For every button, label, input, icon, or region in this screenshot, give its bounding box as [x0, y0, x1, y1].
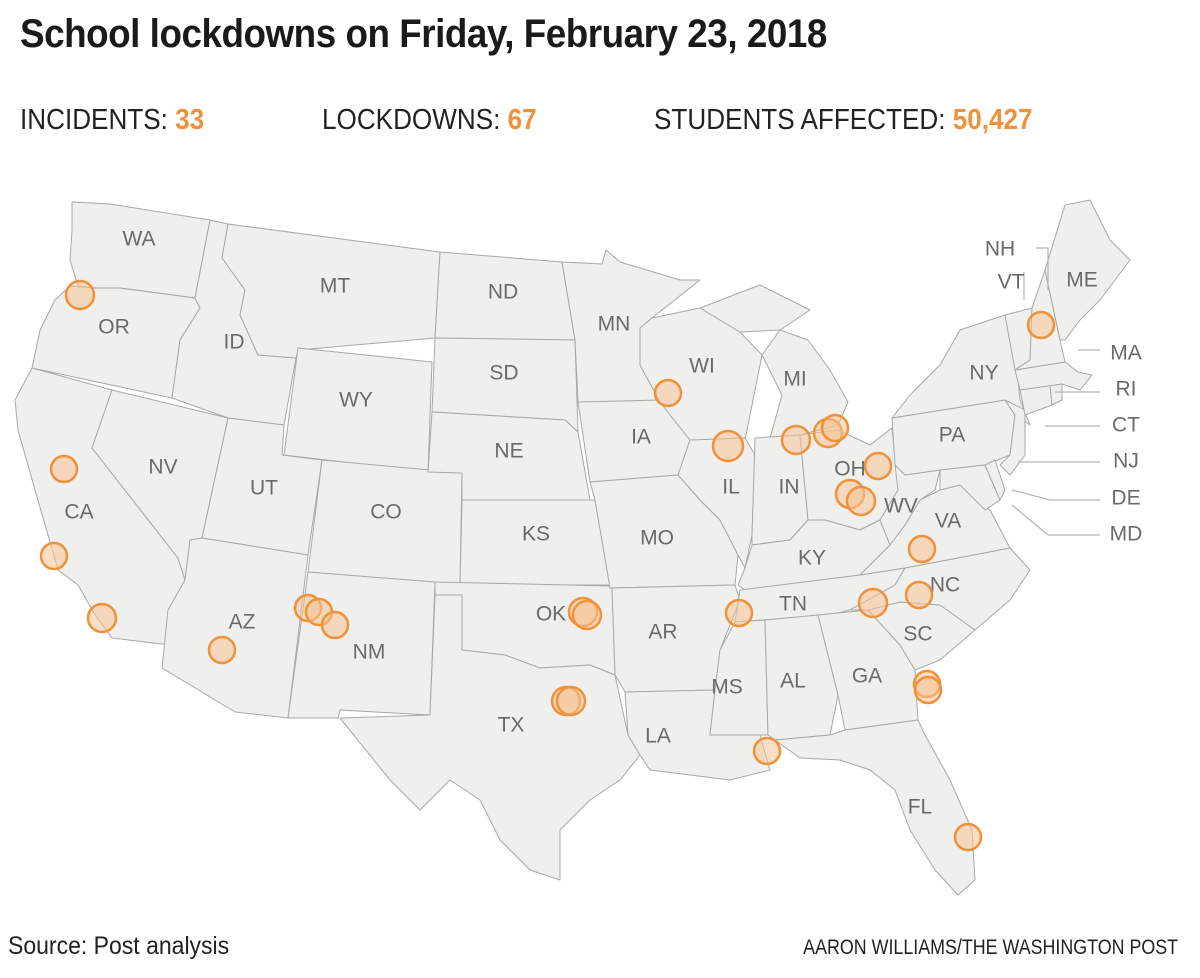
state-labels: WA OR CA ID NV MT WY UT AZ CO NM ND SD NE KS OK TX MN IA MO…	[64, 228, 1097, 819]
state-label-ME: ME	[1066, 269, 1098, 292]
state-label-MT: MT	[320, 275, 350, 298]
state-label-NH: NH	[985, 238, 1015, 261]
stat-incidents: INCIDENTS: 33	[20, 104, 204, 137]
incident-marker-OH[interactable]	[863, 451, 893, 481]
state-label-CO: CO	[370, 501, 402, 524]
state-RI[interactable]	[1049, 383, 1063, 406]
callout-label-NJ: NJ	[1113, 450, 1139, 473]
state-label-MI: MI	[783, 368, 806, 391]
stat-value: 33	[175, 104, 205, 136]
callout-label-RI: RI	[1116, 378, 1137, 401]
stat-students-affected: STUDENTS AFFECTED: 50,427	[654, 104, 1033, 137]
state-label-IL: IL	[722, 476, 740, 499]
state-label-MN: MN	[598, 313, 631, 336]
state-label-OH: OH	[834, 458, 866, 481]
state-label-AL: AL	[780, 670, 806, 693]
state-label-UT: UT	[250, 477, 278, 500]
incident-marker-SC[interactable]	[913, 675, 943, 705]
state-label-GA: GA	[852, 665, 882, 688]
state-label-FL: FL	[908, 796, 933, 819]
state-MA[interactable]	[1014, 361, 1093, 391]
credit-line: AARON WILLIAMS/THE WASHINGTON POST	[803, 936, 1178, 959]
stat-value: 67	[507, 104, 537, 136]
us-map-svg: WA OR CA ID NV MT WY UT AZ CO NM ND SD NE KS OK TX MN IA MO…	[14, 199, 1143, 896]
incident-marker-MI[interactable]	[780, 424, 812, 456]
incident-marker-TN[interactable]	[857, 587, 889, 619]
state-label-OR: OR	[98, 316, 130, 339]
state-label-AR: AR	[648, 621, 677, 644]
incident-marker-FL[interactable]	[953, 822, 983, 852]
state-label-CA: CA	[64, 501, 93, 524]
state-MI[interactable]	[699, 284, 849, 439]
incident-marker-IL[interactable]	[711, 429, 745, 463]
incident-marker-VA[interactable]	[907, 534, 937, 564]
callout-label-DE: DE	[1111, 487, 1140, 510]
callout-label-MD: MD	[1110, 523, 1143, 546]
state-label-IN: IN	[779, 476, 800, 499]
state-label-WI: WI	[689, 355, 715, 378]
state-label-NY: NY	[969, 362, 998, 385]
state-IL[interactable]	[677, 437, 756, 569]
state-label-WV: WV	[884, 495, 918, 518]
state-label-PA: PA	[939, 424, 965, 447]
state-label-ND: ND	[488, 281, 518, 304]
state-label-SC: SC	[903, 623, 932, 646]
stat-label: STUDENTS AFFECTED:	[654, 104, 946, 136]
state-ME[interactable]	[1044, 199, 1131, 341]
state-NJ[interactable]	[999, 399, 1026, 476]
callout-label-MA: MA	[1110, 342, 1142, 365]
state-label-MS: MS	[711, 676, 743, 699]
state-label-VA: VA	[935, 510, 961, 533]
incident-marker-AL[interactable]	[752, 736, 782, 766]
state-label-NM: NM	[353, 641, 386, 664]
state-label-WA: WA	[122, 228, 155, 251]
callout-labels: MA RI CT NJ DE MD	[1110, 342, 1143, 546]
callout-label-CT: CT	[1112, 414, 1140, 437]
state-label-KS: KS	[522, 523, 550, 546]
incident-marker-CA[interactable]	[49, 454, 79, 484]
state-label-MO: MO	[640, 527, 674, 550]
stat-label: INCIDENTS:	[20, 104, 168, 136]
incident-marker-OK[interactable]	[571, 599, 603, 631]
state-label-TN: TN	[779, 593, 807, 616]
incident-marker-WI[interactable]	[653, 378, 683, 408]
incident-marker-TX[interactable]	[555, 685, 587, 717]
state-label-KY: KY	[798, 547, 826, 570]
state-TX[interactable]	[339, 594, 641, 881]
stat-value: 50,427	[952, 104, 1033, 136]
incident-marker-VT[interactable]	[1026, 310, 1056, 340]
state-label-LA: LA	[645, 725, 671, 748]
state-label-WY: WY	[339, 389, 373, 412]
incident-marker-CA[interactable]	[86, 602, 118, 634]
page-title: School lockdowns on Friday, February 23,…	[20, 12, 827, 56]
incident-marker-MI[interactable]	[820, 413, 850, 443]
incident-marker-OH[interactable]	[845, 485, 877, 517]
state-label-VT: VT	[998, 271, 1025, 294]
incident-marker-CA[interactable]	[39, 541, 69, 571]
state-label-IA: IA	[631, 426, 651, 449]
stat-label: LOCKDOWNS:	[322, 104, 501, 136]
incident-marker-NM[interactable]	[320, 610, 350, 640]
state-FL[interactable]	[774, 719, 976, 896]
incident-markers	[39, 279, 1056, 852]
incident-marker-TN[interactable]	[724, 598, 754, 628]
callout-leader-lines	[1011, 247, 1100, 536]
stat-lockdowns: LOCKDOWNS: 67	[322, 104, 537, 137]
source-note: Source: Post analysis	[8, 932, 230, 960]
state-label-AZ: AZ	[229, 611, 256, 634]
state-label-OK: OK	[536, 603, 566, 626]
incident-marker-OR[interactable]	[64, 279, 96, 311]
state-label-NC: NC	[930, 574, 960, 597]
state-label-TX: TX	[498, 714, 525, 737]
state-DE[interactable]	[984, 459, 1006, 501]
state-shapes	[14, 199, 1131, 896]
state-WV[interactable]	[879, 464, 941, 546]
us-map: WA OR CA ID NV MT WY UT AZ CO NM ND SD NE KS OK TX MN IA MO…	[0, 190, 1200, 910]
incident-marker-AZ[interactable]	[207, 635, 237, 665]
state-label-SD: SD	[489, 362, 518, 385]
state-label-ID: ID	[224, 331, 245, 354]
incident-marker-NC[interactable]	[904, 580, 934, 610]
state-label-NV: NV	[148, 456, 177, 479]
state-label-NE: NE	[494, 440, 523, 463]
